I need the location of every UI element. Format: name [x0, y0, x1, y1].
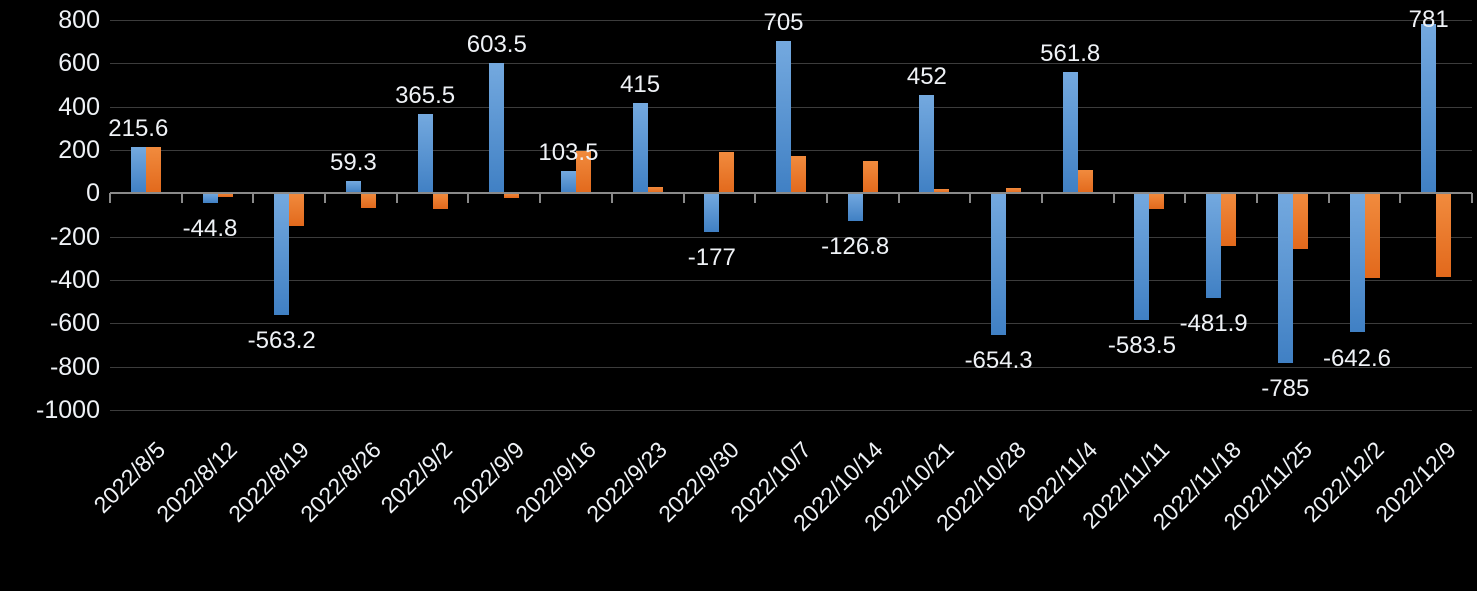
data-label: 215.6 [108, 114, 169, 142]
bar-orange [575, 150, 591, 194]
gridline [110, 280, 1472, 281]
y-tick-label: -1000 [36, 395, 100, 424]
category-axis-line [110, 192, 1472, 195]
gridline [110, 236, 1472, 238]
y-tick-label: 0 [86, 179, 100, 208]
axis-tick-mark [1471, 193, 1473, 204]
gridline [110, 106, 1472, 108]
y-tick-label: 600 [58, 49, 100, 78]
bar-orange [1292, 193, 1308, 249]
data-label: -44.8 [182, 215, 238, 243]
bar-orange [217, 193, 233, 198]
gridline [110, 409, 1472, 411]
axis-tick-mark [1399, 193, 1402, 204]
bar-orange [862, 161, 878, 194]
bar-blue [417, 114, 433, 194]
gridline [110, 63, 1472, 65]
bar-orange [289, 193, 305, 226]
bar-blue [1062, 71, 1078, 194]
y-tick-label: -400 [49, 266, 100, 294]
bar-blue [1349, 193, 1365, 333]
bar-blue [991, 193, 1007, 336]
bar-orange [432, 193, 448, 210]
data-label: 781 [1408, 6, 1449, 33]
axis-tick-mark [754, 193, 757, 204]
data-label: -642.6 [1322, 344, 1392, 372]
bar-blue [847, 193, 863, 221]
axis-tick-mark [610, 193, 613, 204]
bar-blue [130, 146, 146, 194]
data-label: -481.9 [1179, 309, 1248, 337]
axis-tick-mark [324, 193, 327, 204]
axis-tick-mark [1184, 193, 1187, 204]
axis-tick-mark [1040, 193, 1043, 204]
axis-tick-mark [252, 193, 255, 204]
data-label: 705 [763, 8, 804, 36]
gridline [110, 323, 1472, 325]
y-tick-label: -800 [49, 352, 100, 381]
axis-tick-mark [1255, 193, 1258, 204]
data-label: -177 [687, 243, 736, 271]
bar-orange [1436, 193, 1452, 277]
bar-orange [145, 146, 161, 194]
data-label: -583.5 [1107, 331, 1176, 359]
data-label: -126.8 [821, 232, 890, 260]
bar-orange [791, 156, 806, 194]
axis-tick-mark [1112, 193, 1115, 204]
y-tick-label: -600 [49, 309, 100, 338]
data-label: -563.2 [247, 327, 316, 355]
axis-tick-mark [467, 193, 470, 204]
axis-tick-mark [109, 193, 111, 204]
bar-blue [704, 193, 720, 232]
bar-orange [1149, 193, 1165, 210]
x-tick-label: 2022/9/2 [375, 436, 458, 518]
bar-blue [560, 170, 576, 194]
bar-orange [1077, 169, 1093, 194]
bar-orange [1006, 187, 1022, 194]
data-label: 365.5 [395, 82, 456, 110]
bar-blue [1277, 193, 1293, 364]
axis-tick-mark [969, 193, 972, 204]
axis-tick-mark [897, 193, 900, 204]
axis-tick-mark [825, 193, 828, 204]
data-label: 415 [620, 71, 661, 99]
bar-blue [1134, 193, 1150, 320]
data-label: -785 [1261, 375, 1310, 403]
bar-orange [360, 193, 376, 209]
axis-tick-mark [682, 193, 685, 204]
bar-blue [776, 40, 791, 194]
y-tick-label: 400 [58, 92, 100, 121]
bar-orange [647, 187, 663, 194]
data-label: 103.5 [538, 138, 599, 166]
data-label: 59.3 [330, 148, 377, 176]
bar-blue [1421, 24, 1437, 194]
bar-blue [345, 180, 361, 194]
data-label: -654.3 [964, 347, 1033, 375]
y-tick-label: 800 [58, 6, 100, 34]
data-label: 603.5 [466, 30, 527, 58]
bar-blue [202, 193, 218, 203]
bar-orange [934, 189, 950, 194]
bar-blue [919, 95, 935, 194]
axis-tick-mark [1327, 193, 1330, 204]
gridline [110, 366, 1472, 368]
data-label: 452 [906, 63, 947, 91]
axis-tick-mark [539, 193, 542, 204]
gridline [110, 20, 1472, 21]
bar-blue [1206, 193, 1222, 298]
bar-orange [504, 193, 520, 198]
gridline [110, 150, 1472, 151]
bar-orange [1364, 193, 1380, 279]
bar-orange [1221, 193, 1237, 247]
y-tick-label: -200 [49, 222, 100, 251]
axis-tick-mark [180, 193, 183, 204]
data-label: 561.8 [1040, 39, 1101, 67]
y-tick-label: 200 [58, 136, 100, 164]
bar-orange [719, 152, 735, 194]
axis-tick-mark [395, 193, 398, 204]
bar-blue [489, 62, 505, 194]
bar-blue [274, 193, 290, 316]
bar-blue [632, 103, 648, 194]
